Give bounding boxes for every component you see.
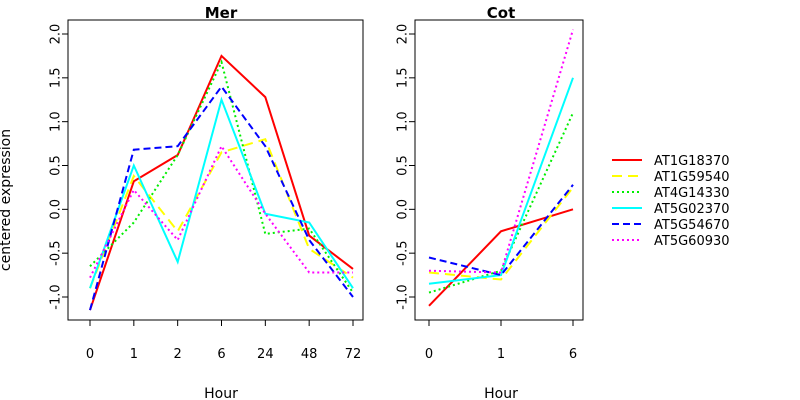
plot-frame-cot <box>414 19 584 321</box>
series-line-at5g02370 <box>428 77 574 285</box>
series-line-at5g60930 <box>428 29 574 274</box>
legend-label: AT5G02370 <box>654 202 730 217</box>
y-tick-label: 1.0 <box>396 111 411 132</box>
x-tick-label: 24 <box>257 347 274 362</box>
series-line-at4g14330 <box>89 59 354 294</box>
legend-label: AT4G14330 <box>654 186 730 201</box>
y-tick-label: 0.0 <box>49 199 64 220</box>
y-tick-label: 0.5 <box>396 155 411 176</box>
y-tick-label: 0.0 <box>396 199 411 220</box>
y-tick-label: 1.0 <box>49 111 64 132</box>
x-axis-title-mer: Hour <box>204 386 238 400</box>
x-axis-title-cot: Hour <box>484 386 518 400</box>
legend-label: AT5G54670 <box>654 218 730 233</box>
panel-mer: Mer -1.0 -0.5 0.0 0.5 1.0 1.5 2.0 0 1 2 6 24 48 72 Ho… <box>49 4 364 400</box>
x-tick-label: 72 <box>345 347 362 362</box>
x-tick-label: 2 <box>174 347 182 362</box>
x-tick-label: 0 <box>86 347 94 362</box>
y-tick-label: 1.5 <box>396 67 411 88</box>
legend: AT1G18370AT1G59540AT4G14330AT5G02370AT5G… <box>612 154 730 249</box>
series-line-at5g60930 <box>89 144 353 279</box>
x-tick-label: 1 <box>130 347 138 362</box>
y-axis-title: centered expression <box>0 129 14 271</box>
legend-label: AT1G18370 <box>654 154 730 169</box>
y-tick-label: 0.5 <box>49 155 64 176</box>
x-tick-label: 0 <box>425 347 433 362</box>
legend-label: AT1G59540 <box>654 170 730 185</box>
panel-cot: Cot -1.0 -0.5 0.0 0.5 1.0 1.5 2.0 0 1 6 Hour <box>396 4 584 400</box>
series-line-at5g54670 <box>89 84 354 311</box>
series-line-at1g59540 <box>428 186 574 281</box>
panel-title-cot: Cot <box>487 4 515 22</box>
y-tick-label: -1.0 <box>396 284 411 309</box>
series-line-at1g59540 <box>89 137 354 289</box>
legend-label: AT5G60930 <box>654 234 730 249</box>
y-tick-label: 2.0 <box>396 24 411 45</box>
series-line-at5g02370 <box>89 96 354 289</box>
y-tick-label: 1.5 <box>49 67 64 88</box>
mer-marks: -1.0 -0.5 0.0 0.5 1.0 1.5 2.0 0 1 2 6 24 48 72 <box>49 24 362 362</box>
cot-marks: -1.0 -0.5 0.0 0.5 1.0 1.5 2.0 0 1 6 <box>396 24 578 362</box>
y-tick-label: -0.5 <box>49 240 64 265</box>
y-tick-label: 2.0 <box>49 24 64 45</box>
x-tick-label: 6 <box>569 347 577 362</box>
y-tick-label: -0.5 <box>396 240 411 265</box>
panel-title-mer: Mer <box>205 4 238 22</box>
series-line-at5g54670 <box>428 184 574 277</box>
x-tick-label: 1 <box>497 347 505 362</box>
plot-frame-mer <box>67 19 364 321</box>
x-tick-label: 48 <box>301 347 318 362</box>
x-tick-label: 6 <box>217 347 225 362</box>
y-tick-label: -1.0 <box>49 284 64 309</box>
series-line-at1g18370 <box>89 54 354 311</box>
series-line-at4g14330 <box>428 112 574 294</box>
series-line-at1g18370 <box>428 208 574 307</box>
